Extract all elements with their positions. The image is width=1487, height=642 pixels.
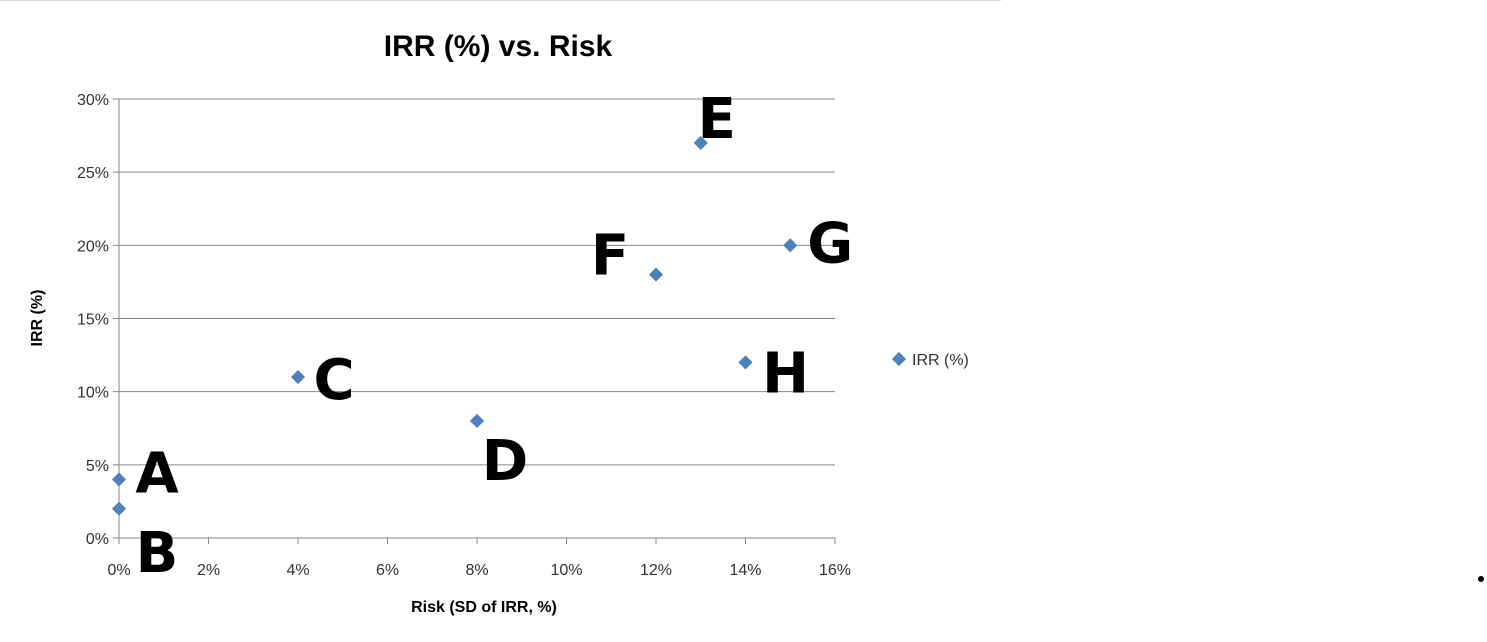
annotation-label-c: C [313, 348, 354, 413]
x-axis-title: Risk (SD of IRR, %) [411, 599, 557, 616]
y-tick-label: 5% [86, 458, 109, 475]
x-tick-label: 10% [550, 562, 582, 579]
x-tick-label: 8% [465, 562, 488, 579]
annotation-label-a: A [135, 442, 179, 507]
x-tick-label: 16% [819, 562, 851, 579]
annotation-label-h: H [762, 342, 809, 407]
data-point [111, 501, 127, 516]
data-point [290, 369, 306, 385]
y-tick-label: 20% [77, 238, 109, 255]
y-tick-label: 0% [86, 531, 109, 548]
y-tick-label: 25% [77, 165, 109, 182]
axes [113, 98, 836, 544]
chart-title: IRR (%) vs. Risk [384, 30, 613, 63]
y-tick-label: 30% [77, 92, 109, 109]
x-tick-label: 0% [107, 562, 130, 579]
data-point [648, 267, 664, 282]
annotation-label-f: F [591, 224, 629, 289]
handwritten-annotations: AB C D E F G H [135, 87, 853, 586]
x-tick-label: 12% [640, 562, 672, 579]
data-point [738, 355, 753, 370]
legend-marker-icon [891, 351, 907, 367]
data-points [111, 135, 798, 516]
data-point [783, 238, 798, 253]
y-tick-label: 15% [77, 312, 109, 329]
x-tick-label: 6% [376, 562, 399, 579]
legend: IRR (%) [891, 351, 969, 369]
annotation-label-g: G [807, 211, 853, 276]
gridlines [119, 98, 835, 539]
data-point [469, 413, 485, 429]
data-point [693, 135, 708, 150]
annotation-label-b: B [136, 521, 179, 586]
x-tick-label: 14% [729, 562, 761, 579]
x-tick-label: 2% [197, 562, 220, 579]
annotation-label-d: D [482, 429, 528, 494]
tick-labels: 0% 5% 10% 15% 20% 25% 30% 0% 2% 4% 6% 8% 10% 12% 14% 16… [77, 92, 851, 579]
y-tick-label: 10% [77, 385, 109, 402]
x-tick-label: 4% [286, 562, 309, 579]
y-axis-title: IRR (%) [29, 290, 46, 347]
legend-label: IRR (%) [912, 352, 969, 369]
stray-dot [1478, 576, 1484, 582]
data-point [111, 472, 127, 487]
annotation-label-e: E [698, 87, 736, 152]
